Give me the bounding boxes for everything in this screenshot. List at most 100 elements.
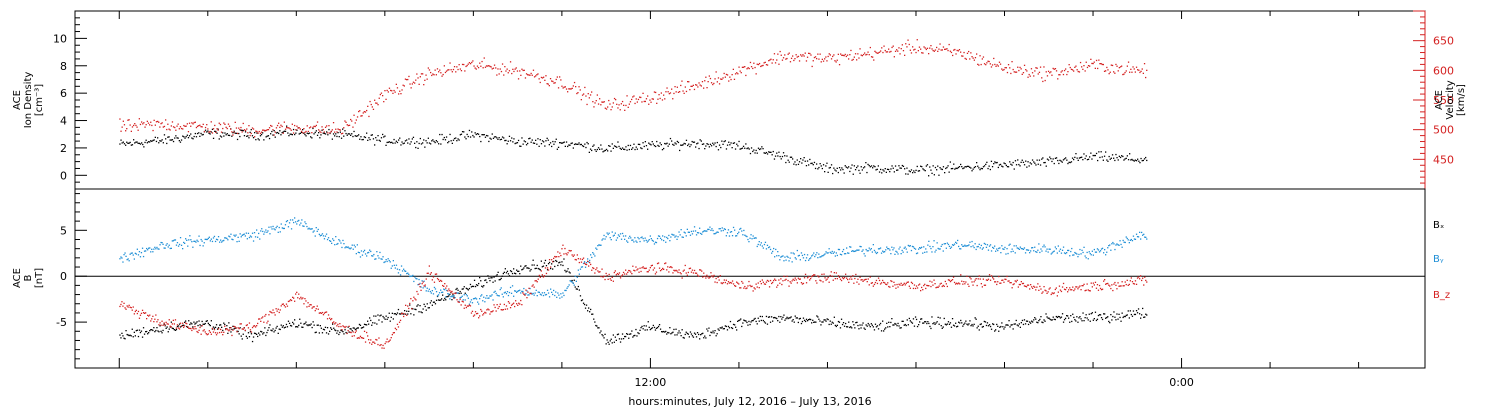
bx-point bbox=[779, 321, 781, 323]
density-point bbox=[328, 128, 330, 131]
bx-point bbox=[1079, 316, 1081, 318]
by-point bbox=[692, 230, 695, 232]
bx-point bbox=[644, 329, 646, 331]
density-point bbox=[675, 143, 677, 145]
by-point bbox=[239, 233, 241, 235]
bz-point bbox=[609, 278, 611, 280]
by-point bbox=[425, 290, 427, 292]
density-point bbox=[867, 163, 869, 166]
velocity-point bbox=[447, 69, 449, 71]
velocity-point bbox=[1087, 65, 1090, 67]
bx-point bbox=[576, 288, 578, 290]
density-point bbox=[152, 139, 154, 142]
density-point bbox=[351, 133, 353, 135]
by-point bbox=[205, 238, 207, 241]
by-point bbox=[1054, 246, 1056, 248]
by-point bbox=[766, 244, 769, 246]
bx-point bbox=[345, 331, 347, 334]
by-point bbox=[579, 268, 582, 270]
velocity-point bbox=[571, 87, 573, 89]
density-point bbox=[817, 168, 819, 170]
bx-point bbox=[452, 294, 454, 296]
density-point bbox=[267, 135, 270, 137]
bx-point bbox=[718, 329, 720, 331]
velocity-point bbox=[444, 71, 447, 74]
bz-point bbox=[1027, 284, 1030, 286]
bz-point bbox=[994, 281, 996, 283]
bx-point bbox=[689, 331, 692, 333]
velocity-point bbox=[323, 131, 325, 133]
by-point bbox=[529, 287, 531, 290]
velocity-point bbox=[836, 59, 838, 61]
bx-point bbox=[1021, 319, 1024, 322]
density-point bbox=[1036, 159, 1038, 161]
by-point bbox=[619, 233, 622, 235]
bz-point bbox=[377, 343, 379, 346]
by-point bbox=[280, 223, 282, 225]
by-point bbox=[307, 228, 309, 230]
density-point bbox=[730, 142, 732, 144]
bx-point bbox=[962, 325, 964, 327]
by-point bbox=[707, 228, 709, 230]
bx-point bbox=[606, 339, 608, 341]
velocity-axis-label: [km/s] bbox=[1456, 84, 1467, 116]
density-point bbox=[498, 137, 500, 139]
by-point bbox=[1134, 238, 1137, 240]
density-point bbox=[238, 132, 240, 135]
bz-point bbox=[1017, 286, 1019, 288]
bx-point bbox=[896, 325, 898, 327]
density-point bbox=[869, 166, 871, 168]
density-point bbox=[742, 145, 745, 147]
bz-point bbox=[583, 262, 586, 264]
bx-point bbox=[1047, 317, 1049, 319]
by-point bbox=[1014, 252, 1016, 254]
bz-point bbox=[529, 292, 531, 294]
by-point bbox=[980, 244, 982, 247]
bx-point bbox=[848, 321, 850, 323]
velocity-point bbox=[1023, 64, 1026, 66]
bz-point bbox=[289, 299, 292, 301]
by-point bbox=[817, 257, 819, 259]
by-point bbox=[627, 241, 629, 243]
bx-point bbox=[638, 332, 640, 335]
velocity-point bbox=[1141, 68, 1143, 70]
bz-point bbox=[817, 275, 819, 277]
bz-point bbox=[245, 324, 247, 327]
bx-point bbox=[1030, 322, 1032, 324]
velocity-point bbox=[862, 53, 865, 56]
by-point bbox=[959, 248, 961, 250]
bx-point bbox=[1033, 319, 1035, 321]
density-point bbox=[195, 136, 198, 138]
bz-point bbox=[1037, 283, 1039, 285]
bx-point bbox=[640, 327, 642, 329]
density-point bbox=[408, 138, 410, 140]
bz-point bbox=[646, 271, 648, 273]
velocity-point bbox=[676, 86, 678, 88]
by-point bbox=[1075, 252, 1077, 254]
by-point bbox=[988, 245, 991, 247]
bx-point bbox=[151, 329, 153, 331]
by-point bbox=[654, 241, 657, 243]
density-point bbox=[1103, 155, 1106, 157]
bz-point bbox=[914, 287, 917, 290]
bz-point bbox=[243, 327, 245, 329]
density-point bbox=[1071, 157, 1074, 159]
velocity-point bbox=[146, 120, 148, 122]
density-point bbox=[908, 170, 910, 172]
density-point bbox=[414, 142, 416, 144]
bz-point bbox=[556, 256, 558, 258]
bx-point bbox=[949, 322, 952, 324]
by-point bbox=[128, 260, 130, 262]
density-point bbox=[537, 138, 539, 140]
by-point bbox=[814, 255, 816, 258]
velocity-point bbox=[520, 74, 522, 76]
velocity-point bbox=[538, 78, 540, 80]
bx-point bbox=[811, 322, 813, 324]
velocity-point bbox=[700, 85, 702, 87]
bz-point bbox=[297, 297, 299, 299]
velocity-point bbox=[588, 97, 590, 99]
bz-point bbox=[826, 278, 828, 280]
bz-point bbox=[922, 289, 924, 291]
by-point bbox=[593, 253, 595, 255]
density-point bbox=[892, 167, 894, 169]
